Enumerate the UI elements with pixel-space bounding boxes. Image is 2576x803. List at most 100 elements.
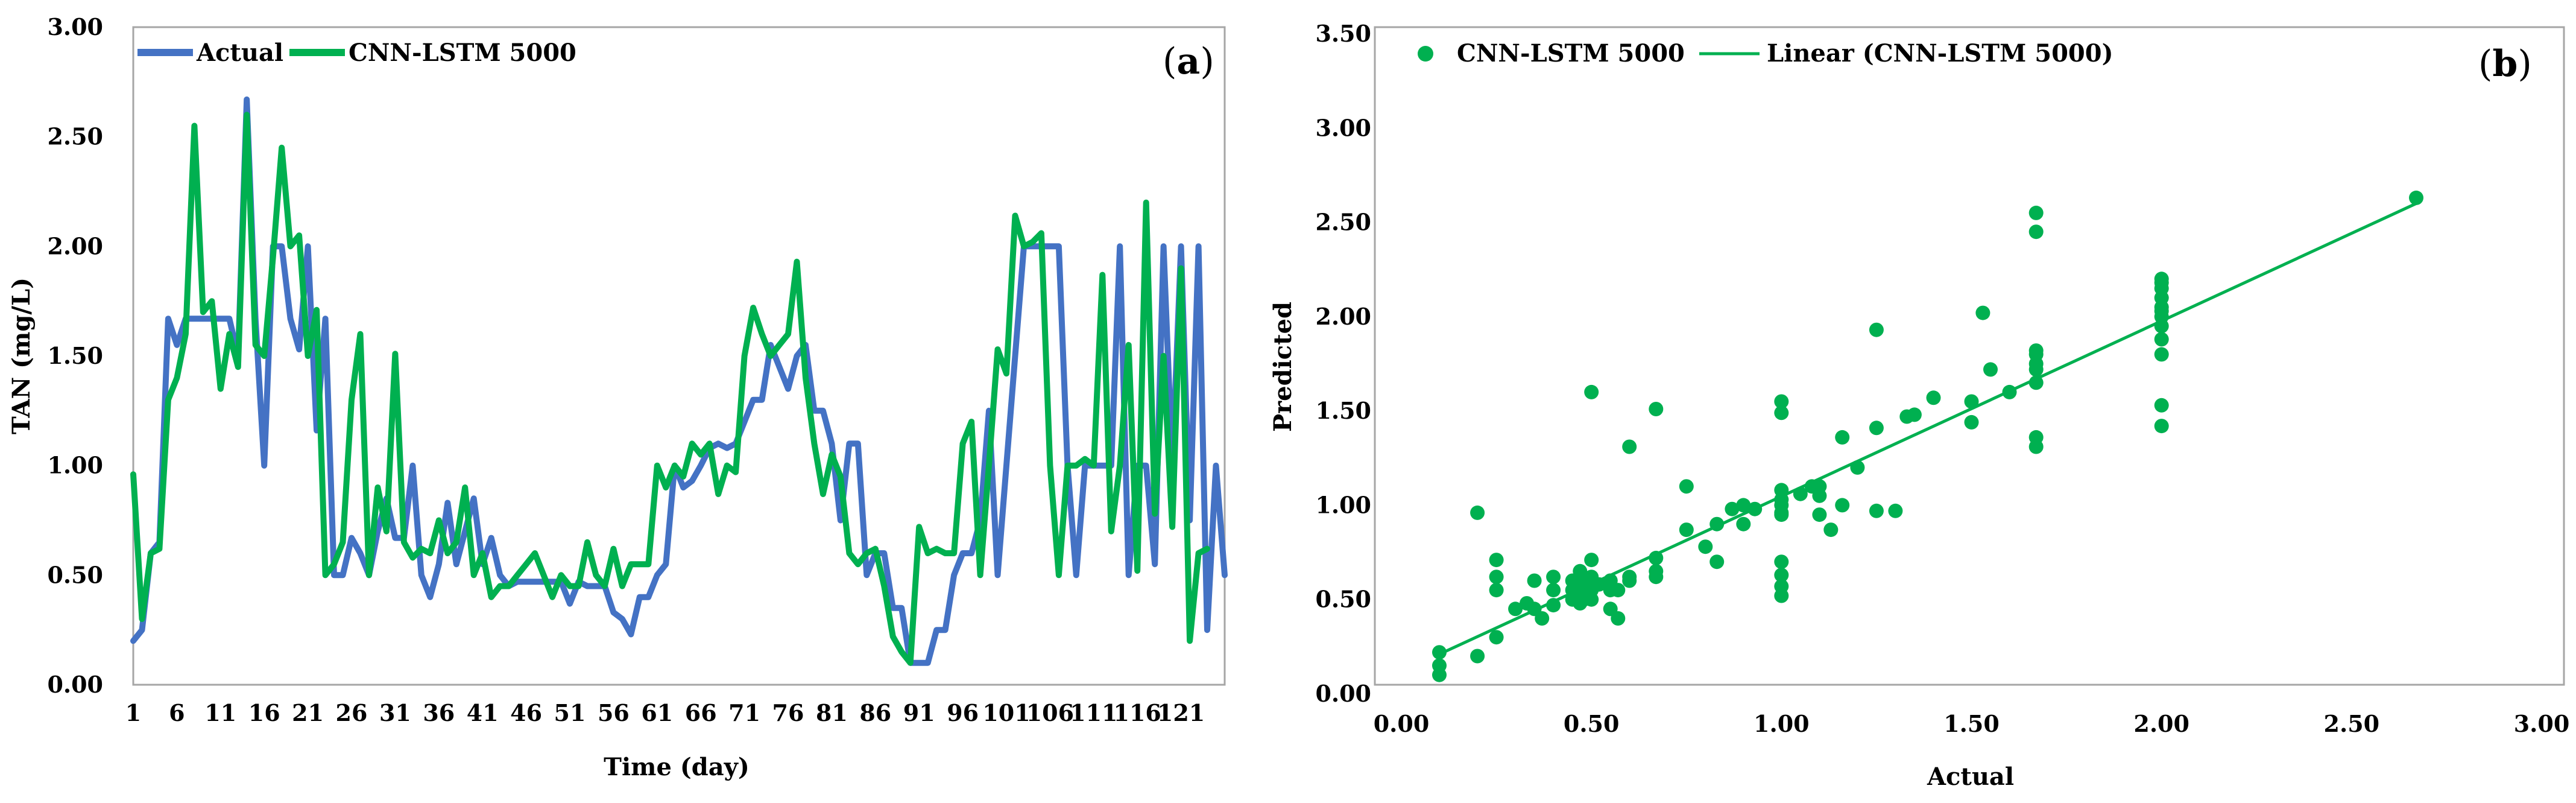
scatter-point bbox=[1584, 384, 1599, 399]
x-tick-label: 41 bbox=[467, 699, 499, 726]
y-tick-label: 2.50 bbox=[1315, 209, 1371, 236]
x-tick-label: 31 bbox=[379, 699, 411, 726]
scatter-point bbox=[1793, 486, 1808, 501]
y-tick-label: 1.50 bbox=[47, 342, 103, 369]
scatter-point bbox=[1489, 583, 1504, 598]
y-tick-label: 3.00 bbox=[47, 13, 103, 40]
x-tick-label: 111 bbox=[1070, 699, 1117, 726]
y-tick-label: 3.50 bbox=[1315, 20, 1371, 47]
scatter-point bbox=[1725, 501, 1740, 516]
x-tick-label: 66 bbox=[685, 699, 717, 726]
x-tick-label: 0.00 bbox=[1374, 710, 1430, 737]
scatter-point bbox=[1964, 394, 1979, 409]
scatter-point bbox=[1649, 563, 1664, 579]
scatter-point bbox=[1489, 553, 1504, 568]
scatter-point bbox=[1888, 503, 1903, 518]
scatter-point bbox=[1774, 505, 1789, 520]
scatter-point bbox=[1869, 503, 1884, 518]
x-tick-label: 76 bbox=[772, 699, 804, 726]
scatter-point bbox=[1850, 460, 1865, 475]
x-tick-label: 2.00 bbox=[2133, 710, 2189, 737]
scatter-point bbox=[1649, 402, 1664, 416]
x-tick-label: 101 bbox=[982, 699, 1030, 726]
scatter-point bbox=[1591, 577, 1606, 592]
scatter-point bbox=[1679, 522, 1694, 538]
scatter-point bbox=[1573, 563, 1588, 579]
scatter-point bbox=[2028, 224, 2044, 240]
scatter-point bbox=[2028, 343, 2044, 358]
panel-a-x-axis-title: Time (day) bbox=[604, 753, 750, 781]
y-tick-label: 2.50 bbox=[47, 123, 103, 150]
scatter-point bbox=[1489, 630, 1504, 645]
scatter-point bbox=[1823, 522, 1839, 538]
scatter-point bbox=[1679, 479, 1694, 494]
x-tick-label: 1.00 bbox=[1754, 710, 1810, 737]
scatter-point bbox=[1774, 554, 1789, 570]
panel-a-chart: 0.00 0.50 1.00 1.50 2.00 2.50 3.00 1 6 11 1 6 21 26 3… bbox=[7, 13, 1228, 781]
x-tick-label: 26 bbox=[336, 699, 368, 726]
x-tick-label: 71 bbox=[728, 699, 760, 726]
scatter-point bbox=[2154, 271, 2169, 287]
scatter-point bbox=[2154, 398, 2169, 413]
scatter-point bbox=[1736, 498, 1751, 513]
scatter-point bbox=[1747, 501, 1763, 516]
scatter-point bbox=[1508, 601, 1523, 617]
scatter-point bbox=[1835, 430, 1850, 445]
x-tick-label: 6 bbox=[169, 699, 185, 726]
x-tick-label: 21 bbox=[292, 699, 324, 726]
scatter-point bbox=[1622, 570, 1637, 585]
y-tick-label: 1.50 bbox=[1315, 397, 1371, 424]
scatter-point bbox=[1432, 645, 1447, 660]
panel-a-plot-area bbox=[132, 26, 1226, 686]
scatter-point bbox=[2154, 347, 2169, 362]
scatter-point bbox=[2409, 190, 2423, 205]
legend-label-trendline: Linear (CNN-LSTM 5000) bbox=[1767, 39, 2114, 68]
y-tick-label: 0.50 bbox=[1315, 586, 1371, 613]
panel-b-x-axis-title: Actual bbox=[1927, 763, 2014, 791]
x-tick-label: 16 bbox=[248, 699, 280, 726]
x-tick-label: 96 bbox=[947, 699, 979, 726]
y-tick-label: 0.00 bbox=[47, 671, 103, 698]
scatter-point bbox=[2154, 419, 2169, 434]
series-line-actual bbox=[130, 96, 1228, 666]
x-tick-label: 2.50 bbox=[2324, 710, 2380, 737]
scatter-point bbox=[2154, 303, 2169, 319]
scatter-point bbox=[1698, 539, 1713, 554]
scatter-point bbox=[1584, 553, 1599, 568]
scatter-point bbox=[1774, 405, 1789, 421]
y-tick-label: 2.00 bbox=[47, 232, 103, 259]
legend-marker-points bbox=[1418, 46, 1433, 62]
scatter-point bbox=[1907, 407, 1922, 422]
y-tick-label: 1.00 bbox=[47, 452, 103, 479]
scatter-point bbox=[1812, 507, 1827, 522]
scatter-point bbox=[1470, 649, 1485, 664]
scatter-point bbox=[1611, 583, 1626, 598]
panel-b-chart: 0.00 0.50 1.00 1.50 2.00 2.50 3.00 3.50 0.00 0.5… bbox=[1269, 20, 2569, 791]
scatter-point bbox=[1546, 570, 1561, 585]
scatter-point bbox=[1774, 483, 1789, 498]
scatter-point bbox=[2028, 205, 2044, 220]
scatter-point bbox=[1709, 554, 1725, 570]
y-tick-label: 0.50 bbox=[47, 561, 103, 588]
scatter-point bbox=[1964, 414, 1979, 430]
scatter-point bbox=[1546, 583, 1561, 598]
scatter-point bbox=[2154, 332, 2169, 347]
scatter-point bbox=[1774, 394, 1789, 409]
x-tick-label: 36 bbox=[423, 699, 455, 726]
x-tick-label: 0.50 bbox=[1564, 710, 1620, 737]
scatter-point bbox=[1774, 579, 1789, 594]
x-tick-label: 51 bbox=[554, 699, 586, 726]
y-tick-label: 1.00 bbox=[1315, 491, 1371, 518]
panel-a-label: (a) bbox=[1163, 40, 1214, 83]
scatter-point bbox=[1622, 439, 1637, 454]
scatter-point bbox=[1489, 570, 1504, 585]
legend-label-points: CNN-LSTM 5000 bbox=[1457, 39, 1685, 68]
x-tick-label: 116 bbox=[1114, 699, 1161, 726]
scatter-point bbox=[1527, 573, 1542, 588]
scatter-point bbox=[1709, 516, 1725, 532]
scatter-point bbox=[1983, 362, 1998, 377]
x-tick-label: 91 bbox=[903, 699, 935, 726]
y-tick-label: 3.00 bbox=[1315, 114, 1371, 141]
scatter-point bbox=[1774, 568, 1789, 583]
